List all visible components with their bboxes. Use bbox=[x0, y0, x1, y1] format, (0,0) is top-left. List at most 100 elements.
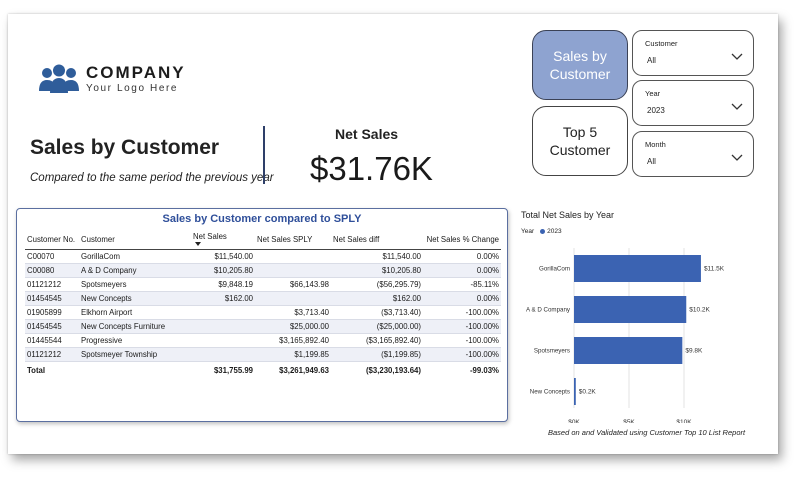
cell-net-sales-sply bbox=[255, 249, 331, 264]
category-label: New Concepts bbox=[530, 389, 570, 396]
cell-customer-no: 01454545 bbox=[25, 319, 79, 334]
total-net-sales: $31,755.99 bbox=[191, 361, 255, 377]
chart-title: Total Net Sales by Year bbox=[521, 210, 615, 220]
table-title: Sales by Customer compared to SPLY bbox=[162, 213, 362, 225]
sales-by-customer-button[interactable]: Sales by Customer bbox=[532, 30, 628, 100]
table-row[interactable]: 01905899 Elkhorn Airport $3,713.40 ($3,713.… bbox=[25, 305, 501, 320]
cell-net-sales-diff: $10,205.80 bbox=[331, 263, 423, 278]
col-net-sales-sply[interactable]: Net Sales SPLY bbox=[255, 231, 331, 250]
data-label: $0.2K bbox=[579, 389, 597, 396]
cell-customer-no: C00070 bbox=[25, 249, 79, 264]
table-row[interactable]: 01121212 Spotsmeyers $9,848.19 $66,143.98 ($… bbox=[25, 277, 501, 292]
data-label: $10.2K bbox=[689, 307, 710, 314]
cell-net-sales-sply: $3,165,892.40 bbox=[255, 333, 331, 348]
x-tick-label: $10K bbox=[676, 419, 692, 423]
cell-customer: Spotsmeyer Township bbox=[79, 347, 191, 362]
x-tick-label: $5K bbox=[623, 419, 635, 423]
cell-net-sales: $10,205.80 bbox=[191, 263, 255, 278]
bar bbox=[574, 378, 576, 405]
month-slicer[interactable]: Month All bbox=[632, 131, 754, 177]
table-row[interactable]: 01445544 Progressive $3,165,892.40 ($3,165,… bbox=[25, 333, 501, 348]
company-tagline: Your Logo Here bbox=[86, 83, 179, 94]
cell-net-sales-diff: ($1,199.85) bbox=[331, 347, 423, 362]
company-name: COMPANY bbox=[86, 63, 186, 82]
customer-slicer-value: All bbox=[647, 56, 656, 65]
table-row[interactable]: C00080 A & D Company $10,205.80 $10,205.80 0… bbox=[25, 263, 501, 278]
cell-net-sales bbox=[191, 347, 255, 362]
col-net-sales-diff[interactable]: Net Sales diff bbox=[331, 231, 423, 250]
table-row[interactable]: 01454545 New Concepts $162.00 $162.00 0.00% bbox=[25, 291, 501, 306]
cell-net-sales-diff: ($25,000.00) bbox=[331, 319, 423, 334]
cell-pct-change: -100.00% bbox=[423, 333, 501, 348]
table-row[interactable]: 01454545 New Concepts Furniture $25,000.00… bbox=[25, 319, 501, 334]
cell-net-sales: $11,540.00 bbox=[191, 249, 255, 264]
chevron-down-icon[interactable] bbox=[731, 103, 743, 111]
legend-title: Year bbox=[521, 228, 535, 235]
sort-descending-icon bbox=[195, 242, 201, 246]
cell-net-sales bbox=[191, 305, 255, 320]
legend-dot-icon bbox=[540, 229, 546, 234]
cell-customer-no: 01454545 bbox=[25, 291, 79, 306]
net-sales-bar-chart: $0K $5K $10K GorillaCom $11.5K A & D Company $… bbox=[526, 248, 725, 423]
top5-customer-button[interactable]: Top 5 Customer bbox=[532, 106, 628, 176]
page-title: Sales by Customer bbox=[30, 136, 220, 159]
cell-customer: Elkhorn Airport bbox=[79, 305, 191, 320]
cell-customer: Spotsmeyers bbox=[79, 277, 191, 292]
cell-net-sales-sply: $25,000.00 bbox=[255, 319, 331, 334]
category-label: GorillaCom bbox=[539, 266, 570, 273]
col-customer-no[interactable]: Customer No. bbox=[25, 231, 79, 250]
total-pct-change: -99.03% bbox=[423, 361, 501, 377]
chevron-down-icon[interactable] bbox=[731, 53, 743, 61]
table-row[interactable]: C00070 GorillaCom $11,540.00 $11,540.00 0.00… bbox=[25, 249, 501, 264]
customer-slicer-label: Customer bbox=[645, 39, 678, 48]
cell-net-sales: $9,848.19 bbox=[191, 277, 255, 292]
title-divider bbox=[263, 126, 265, 184]
cell-pct-change: 0.00% bbox=[423, 249, 501, 264]
people-icon bbox=[39, 64, 79, 93]
bar bbox=[574, 296, 687, 323]
kpi-label: Net Sales bbox=[335, 126, 399, 142]
cell-pct-change: 0.00% bbox=[423, 263, 501, 278]
cell-net-sales bbox=[191, 333, 255, 348]
cell-customer-no: 01121212 bbox=[25, 347, 79, 362]
total-net-sales-diff: ($3,230,193.64) bbox=[331, 361, 423, 377]
cell-net-sales-sply: $66,143.98 bbox=[255, 277, 331, 292]
cell-net-sales: $162.00 bbox=[191, 291, 255, 306]
cell-net-sales-diff: ($3,165,892.40) bbox=[331, 333, 423, 348]
col-net-sales[interactable]: Net Sales bbox=[191, 231, 255, 250]
data-label: $11.5K bbox=[704, 266, 725, 273]
col-customer[interactable]: Customer bbox=[79, 231, 191, 250]
year-slicer-label: Year bbox=[645, 89, 661, 98]
data-label: $9.8K bbox=[685, 348, 703, 355]
month-slicer-label: Month bbox=[645, 140, 666, 149]
chart-legend: Year 2023 bbox=[521, 228, 562, 235]
page-subtitle: Compared to the same period the previous… bbox=[30, 172, 274, 184]
customer-slicer[interactable]: Customer All bbox=[632, 30, 754, 76]
cell-pct-change: 0.00% bbox=[423, 291, 501, 306]
cell-pct-change: -100.00% bbox=[423, 319, 501, 334]
cell-customer: Progressive bbox=[79, 333, 191, 348]
total-label: Total bbox=[25, 361, 79, 377]
cell-net-sales-diff: ($56,295.79) bbox=[331, 277, 423, 292]
cell-net-sales-sply: $1,199.85 bbox=[255, 347, 331, 362]
category-label: A & D Company bbox=[526, 307, 571, 314]
cell-pct-change: -100.00% bbox=[423, 305, 501, 320]
cell-customer-no: 01121212 bbox=[25, 277, 79, 292]
bar bbox=[574, 337, 683, 364]
table-row[interactable]: 01121212 Spotsmeyer Township $1,199.85 ($1,… bbox=[25, 347, 501, 362]
cell-customer-no: 01445544 bbox=[25, 333, 79, 348]
chevron-down-icon[interactable] bbox=[731, 154, 743, 162]
legend-series-name: 2023 bbox=[547, 228, 562, 235]
cell-pct-change: -85.11% bbox=[423, 277, 501, 292]
year-slicer[interactable]: Year 2023 bbox=[632, 80, 754, 126]
cell-net-sales-sply bbox=[255, 291, 331, 306]
cell-pct-change: -100.00% bbox=[423, 347, 501, 362]
cell-net-sales-sply: $3,713.40 bbox=[255, 305, 331, 320]
month-slicer-value: All bbox=[647, 157, 656, 166]
cell-customer-no: 01905899 bbox=[25, 305, 79, 320]
cell-net-sales-sply bbox=[255, 263, 331, 278]
sales-table-card: Sales by Customer compared to SPLY Custo… bbox=[16, 208, 508, 422]
col-net-sales-pct-change[interactable]: Net Sales % Change bbox=[423, 231, 501, 250]
company-logo: COMPANY Your Logo Here bbox=[38, 64, 186, 94]
total-customer bbox=[79, 361, 191, 377]
